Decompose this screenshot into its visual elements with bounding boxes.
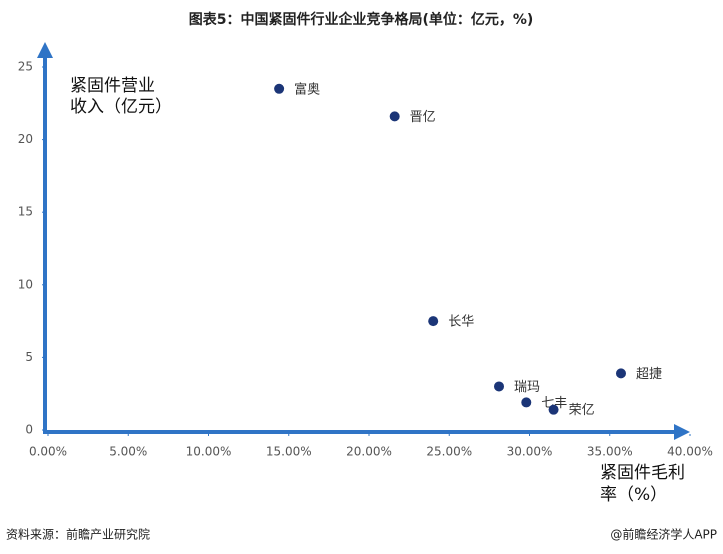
x-tick-label: 30.00%	[507, 445, 553, 459]
y-tick-label: 20	[18, 132, 33, 146]
y-tick-label: 0	[25, 423, 33, 437]
point-label: 荣亿	[569, 403, 595, 418]
x-axis-label: 紧固件毛利	[600, 463, 685, 483]
x-axis-arrow	[674, 424, 690, 440]
scatter-point	[494, 381, 505, 392]
x-tick-label: 15.00%	[266, 445, 312, 459]
scatter-point	[428, 316, 439, 327]
y-axis-label: 紧固件营业	[70, 76, 155, 96]
chart-title: 图表5：中国紧固件行业企业竞争格局(单位：亿元，%)	[189, 11, 534, 28]
x-tick-label: 5.00%	[109, 445, 147, 459]
scatter-point	[521, 397, 532, 408]
point-label: 长华	[448, 315, 474, 330]
x-tick-label: 0.00%	[29, 445, 67, 459]
x-tick-label: 35.00%	[587, 445, 633, 459]
x-tick-label: 40.00%	[667, 445, 713, 459]
scatter-point	[389, 111, 400, 122]
scatter-point	[548, 404, 559, 415]
y-tick-label: 15	[18, 205, 33, 219]
point-label: 瑞玛	[514, 380, 540, 395]
source: 资料来源：前瞻产业研究院	[6, 527, 150, 542]
point-label: 七丰	[541, 396, 567, 411]
y-axis-arrow	[37, 42, 53, 58]
y-tick-label: 5	[25, 350, 33, 364]
point-label: 超捷	[636, 367, 662, 382]
credit: @前瞻经济学人APP	[610, 527, 717, 542]
y-tick-label: 25	[18, 60, 33, 74]
y-tick-label: 10	[18, 277, 33, 291]
point-label: 富奥	[294, 81, 320, 97]
x-axis-label: 率（%）	[600, 485, 667, 505]
x-tick-label: 25.00%	[426, 445, 472, 459]
scatter-point	[615, 368, 626, 379]
y-axis-label: 收入（亿元）	[70, 97, 172, 117]
scatter-point	[274, 83, 285, 94]
point-label: 晋亿	[410, 110, 436, 125]
x-tick-label: 20.00%	[346, 445, 392, 459]
x-tick-label: 10.00%	[186, 445, 232, 459]
